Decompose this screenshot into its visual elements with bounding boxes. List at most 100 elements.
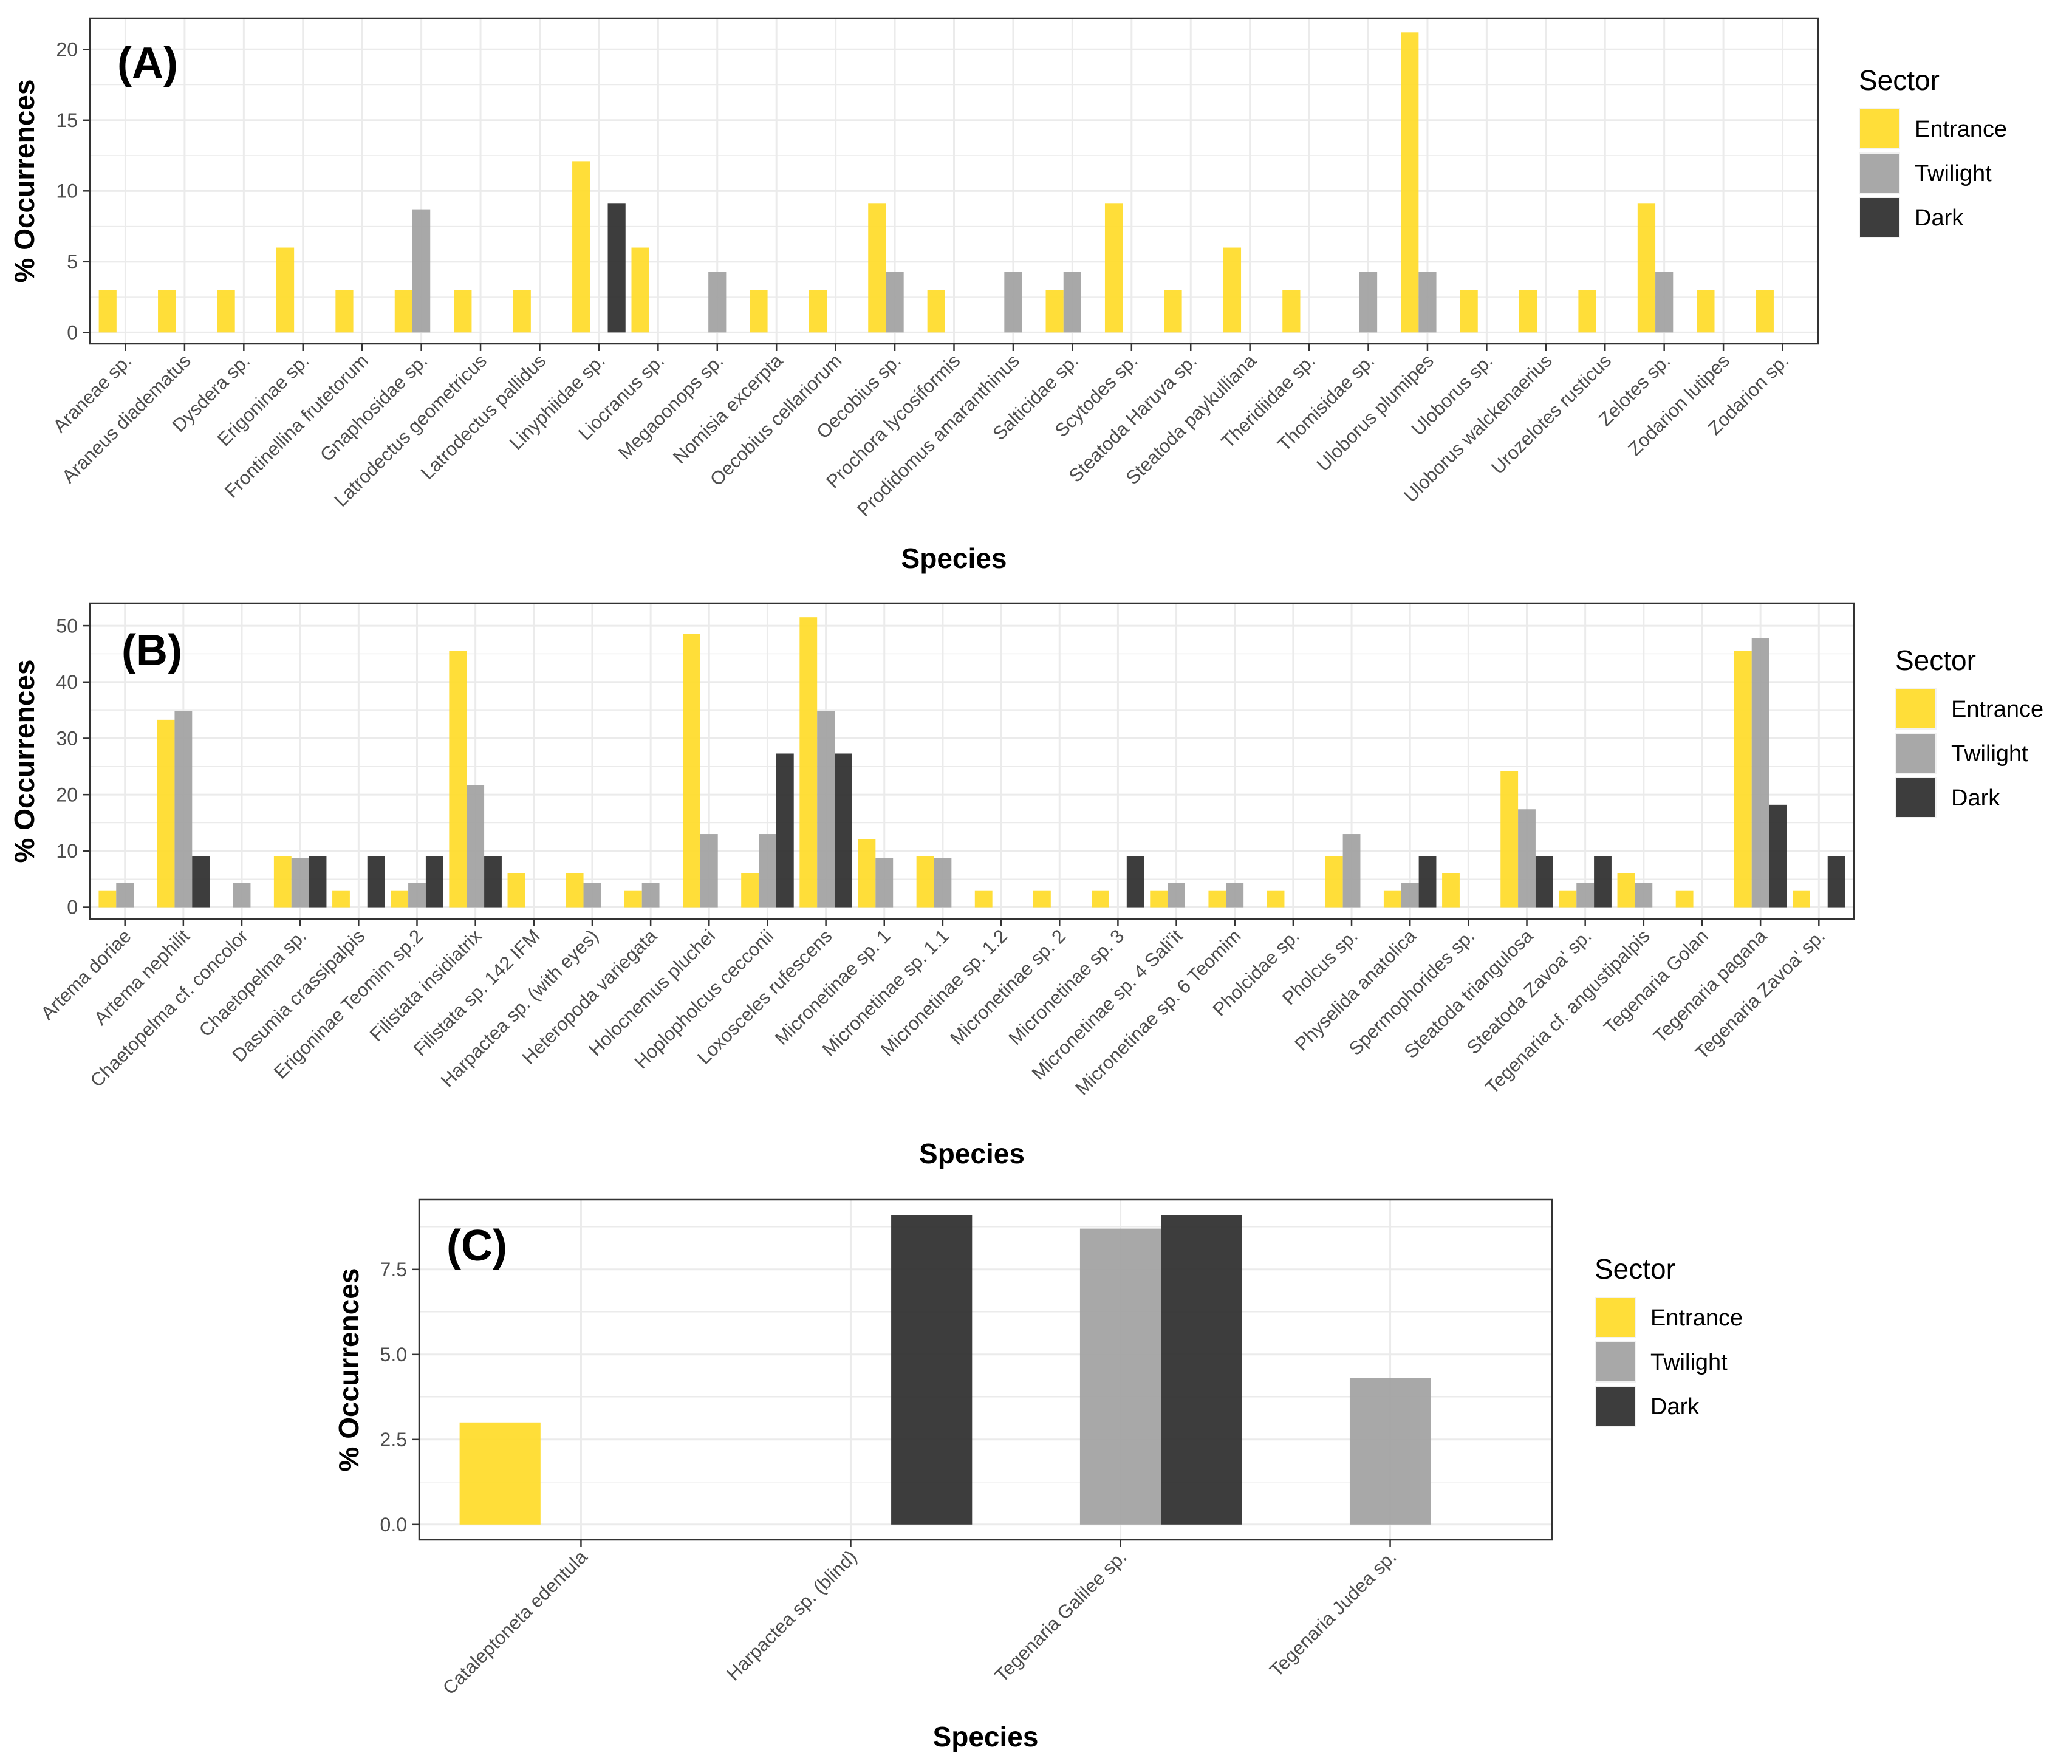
legend-swatch-dark [1896, 778, 1935, 817]
legend-title: Sector [1859, 64, 1940, 96]
bar-dark [1827, 856, 1845, 908]
y-axis-title: % Occurrences [9, 660, 40, 863]
bar-entrance [513, 290, 531, 333]
bar-entrance [332, 890, 350, 908]
legend: Sector Entrance Twilight Dark [1595, 1253, 1743, 1427]
bar-entrance [98, 290, 117, 333]
legend-label-dark: Dark [1951, 785, 2000, 811]
panel-c: (C) 0.0 2.5 5.0 7.5 Cataleptoneta edentula Har… [333, 1198, 1743, 1752]
bar-twilight [1079, 1228, 1161, 1525]
legend-title: Sector [1595, 1253, 1675, 1285]
legend-swatch-entrance [1860, 109, 1899, 148]
bar-twilight [1226, 883, 1244, 908]
legend: Sector Entrance Twilight Dark [1859, 64, 2007, 238]
bar-twilight [1576, 883, 1595, 908]
panel-label: (C) [446, 1222, 507, 1270]
bar-dark [891, 1215, 973, 1525]
legend-swatch-entrance [1596, 1298, 1635, 1337]
bar-dark [1126, 856, 1144, 908]
bar-twilight [1635, 883, 1653, 908]
bar-dark [1418, 856, 1437, 908]
bar-entrance [624, 890, 642, 908]
bar-twilight [408, 883, 426, 908]
bar-entrance [1617, 873, 1635, 908]
y-axis-title: % Occurrences [9, 80, 40, 283]
bar-dark [309, 856, 327, 908]
plot-border [418, 1198, 1553, 1541]
x-tick-label: Tegenaria Golan [1599, 925, 1712, 1038]
bar-entrance [1793, 890, 1810, 908]
bar-entrance [1092, 890, 1109, 908]
legend-label-dark: Dark [1650, 1394, 1700, 1420]
bar-twilight [1168, 883, 1185, 908]
bar-dark [607, 203, 626, 333]
legend-label-twilight: Twilight [1915, 161, 1992, 186]
panel-label: (A) [117, 39, 178, 87]
y-tick-label: 20 [56, 784, 78, 805]
legend-label-twilight: Twilight [1650, 1350, 1728, 1375]
x-tick-label: Gnaphosidae sp. [316, 350, 431, 465]
plot-border [89, 602, 1855, 920]
x-tick-label: Harpactea sp. (blind) [722, 1546, 861, 1684]
bar-dark [776, 753, 794, 908]
bar-entrance [631, 247, 649, 333]
bar-entrance [454, 290, 472, 333]
bar-twilight [641, 883, 660, 908]
bar-twilight [412, 209, 431, 333]
y-tick-label: 5 [67, 251, 78, 273]
y-tick-label: 10 [56, 180, 78, 202]
bar-twilight [1063, 272, 1081, 333]
bar-dark [425, 856, 443, 908]
bar-entrance [391, 890, 409, 908]
x-tick-label: Tegenaria Judea sp. [1265, 1546, 1400, 1681]
y-tick-label: 0 [67, 322, 78, 344]
bar-dark [484, 856, 502, 908]
bar-entrance [507, 873, 525, 908]
y-tick-label: 2.5 [380, 1429, 407, 1451]
bar-entrance [157, 719, 175, 908]
bar-entrance [799, 617, 818, 908]
x-axis-title: Species [933, 1721, 1039, 1752]
y-tick-label: 30 [56, 728, 78, 750]
x-tick-label: Chaetopelma sp. [195, 925, 310, 1041]
bar-twilight [1418, 272, 1437, 333]
bar-entrance [1697, 290, 1715, 333]
bar-entrance [1401, 32, 1419, 333]
bar-entrance [276, 247, 295, 333]
bar-entrance [974, 890, 993, 908]
bar-entrance [809, 290, 827, 333]
panel-label: (B) [121, 626, 182, 675]
bar-dark [367, 856, 385, 908]
x-axis-title: Species [919, 1138, 1025, 1169]
y-tick-label: 0.0 [380, 1514, 407, 1536]
bar-dark [1535, 856, 1553, 908]
bar-entrance [217, 290, 235, 333]
bar-entrance [1559, 890, 1577, 908]
bar-entrance [1033, 890, 1051, 908]
x-tick-label: Megaoonops sp. [614, 350, 728, 463]
y-tick-label: 0 [67, 897, 78, 918]
bar-twilight [1359, 272, 1378, 333]
bar-entrance [1578, 290, 1596, 333]
legend-label-entrance: Entrance [1915, 117, 2007, 142]
bar-entrance [1325, 856, 1343, 908]
legend-swatch-dark [1596, 1387, 1635, 1426]
y-tick-label: 7.5 [380, 1259, 407, 1280]
y-tick-label: 20 [56, 38, 78, 60]
legend: Sector Entrance Twilight Dark [1895, 644, 2043, 818]
bar-twilight [467, 785, 485, 908]
bar-entrance [1500, 771, 1519, 908]
y-axis-title: % Occurrences [333, 1268, 364, 1472]
bar-entrance [1267, 890, 1285, 908]
bar-twilight [233, 883, 251, 908]
bar-twilight [934, 858, 952, 908]
bar-entrance [1104, 203, 1123, 333]
bar-twilight [759, 834, 776, 908]
bar-entrance [459, 1422, 541, 1525]
bar-entrance [1734, 651, 1752, 908]
x-axis-title: Species [901, 542, 1007, 574]
bar-twilight [174, 711, 193, 908]
bar-dark [1594, 856, 1612, 908]
